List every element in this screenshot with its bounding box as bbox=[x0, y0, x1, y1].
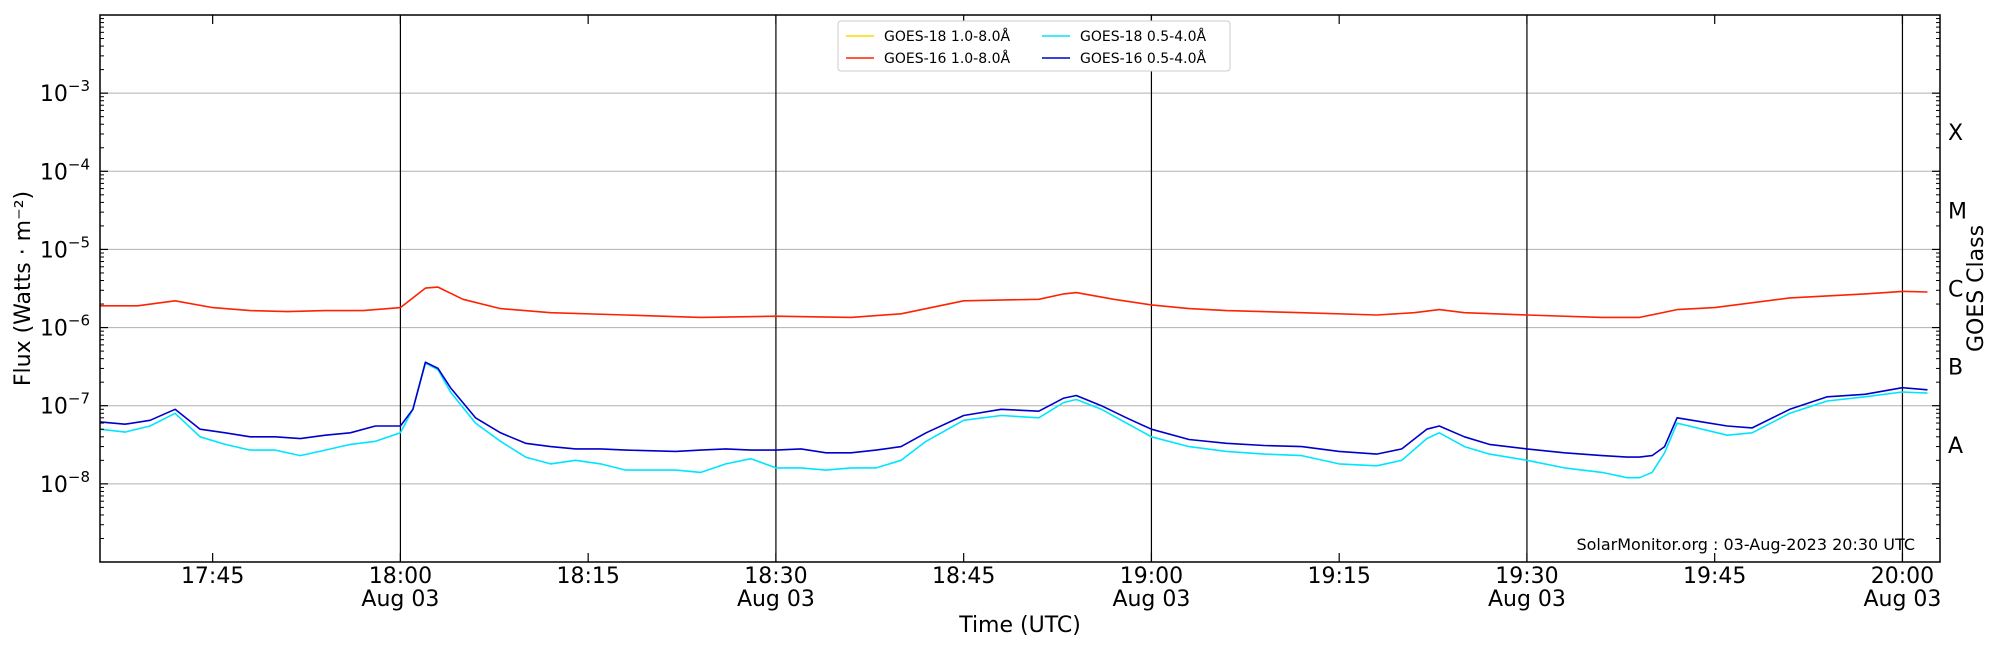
right-axis-title: GOES Class bbox=[1964, 225, 1989, 352]
x-tick-date-label: Aug 03 bbox=[1112, 587, 1190, 612]
y-tick-mantissa: 10 bbox=[40, 82, 68, 107]
series-line bbox=[99, 362, 1928, 479]
y-tick-mantissa: 10 bbox=[40, 317, 68, 342]
y-axis-ticks: 10−810−710−610−510−410−3 bbox=[40, 18, 1940, 539]
series-layer bbox=[99, 286, 1928, 479]
goes-class-label: M bbox=[1948, 199, 1967, 224]
x-tick-label: 19:45 bbox=[1683, 564, 1746, 589]
y-tick-exponent: −8 bbox=[68, 468, 90, 486]
source-annotation: SolarMonitor.org : 03-Aug-2023 20:30 UTC bbox=[1576, 535, 1915, 554]
x-tick-label: 17:45 bbox=[181, 564, 244, 589]
legend-label: GOES-18 1.0-8.0Å bbox=[884, 28, 1010, 45]
x-axis-title: Time (UTC) bbox=[958, 613, 1081, 638]
y-tick-label: 10−7 bbox=[40, 390, 90, 420]
plot-frame bbox=[99, 14, 1941, 563]
legend: GOES-18 1.0-8.0Å GOES-16 1.0-8.0Å GOES-18 … bbox=[837, 20, 1231, 72]
grid-layer bbox=[100, 92, 1940, 485]
series-line bbox=[100, 286, 1928, 319]
x-tick-date-label: Aug 03 bbox=[1488, 587, 1566, 612]
goes-class-label: B bbox=[1948, 356, 1963, 381]
y-tick-exponent: −7 bbox=[68, 390, 90, 408]
y-tick-mantissa: 10 bbox=[40, 473, 68, 498]
legend-label: GOES-16 0.5-4.0Å bbox=[1080, 50, 1206, 67]
y-tick-exponent: −3 bbox=[68, 77, 90, 95]
x-tick-label: 19:30 bbox=[1495, 564, 1558, 589]
y-tick-label: 10−8 bbox=[40, 468, 90, 498]
x-tick-label: 18:30 bbox=[744, 564, 807, 589]
y-tick-mantissa: 10 bbox=[40, 160, 68, 185]
legend-box bbox=[837, 20, 1231, 72]
x-tick-label: 20:00 bbox=[1871, 564, 1934, 589]
vertical-marker-lines bbox=[399, 15, 1904, 562]
y-tick-label: 10−4 bbox=[40, 155, 90, 185]
x-tick-label: 18:00 bbox=[369, 564, 432, 589]
y-tick-exponent: −4 bbox=[68, 155, 90, 173]
x-tick-date-label: Aug 03 bbox=[1863, 587, 1941, 612]
y-tick-label: 10−6 bbox=[40, 312, 90, 342]
x-tick-date-label: Aug 03 bbox=[361, 587, 439, 612]
x-tick-date-label: Aug 03 bbox=[737, 587, 815, 612]
y-axis-title: Flux (Watts · m⁻²) bbox=[11, 191, 36, 386]
goes-class-label: X bbox=[1948, 121, 1963, 146]
y-tick-mantissa: 10 bbox=[40, 238, 68, 263]
y-tick-label: 10−5 bbox=[40, 233, 90, 263]
legend-label: GOES-18 0.5-4.0Å bbox=[1080, 28, 1206, 45]
y-tick-label: 10−3 bbox=[40, 77, 90, 107]
goes-class-label: C bbox=[1948, 278, 1963, 303]
x-tick-label: 18:45 bbox=[932, 564, 995, 589]
legend-label: GOES-16 1.0-8.0Å bbox=[884, 50, 1010, 67]
x-tick-label: 18:15 bbox=[556, 564, 619, 589]
series-line bbox=[99, 361, 1928, 458]
y-tick-exponent: −6 bbox=[68, 312, 90, 330]
goes-class-labels: A B C M X bbox=[1948, 121, 1967, 459]
x-tick-label: 19:15 bbox=[1307, 564, 1370, 589]
y-tick-mantissa: 10 bbox=[40, 395, 68, 420]
x-tick-label: 19:00 bbox=[1120, 564, 1183, 589]
y-tick-exponent: −5 bbox=[68, 233, 90, 251]
goes-class-label: A bbox=[1948, 434, 1963, 459]
